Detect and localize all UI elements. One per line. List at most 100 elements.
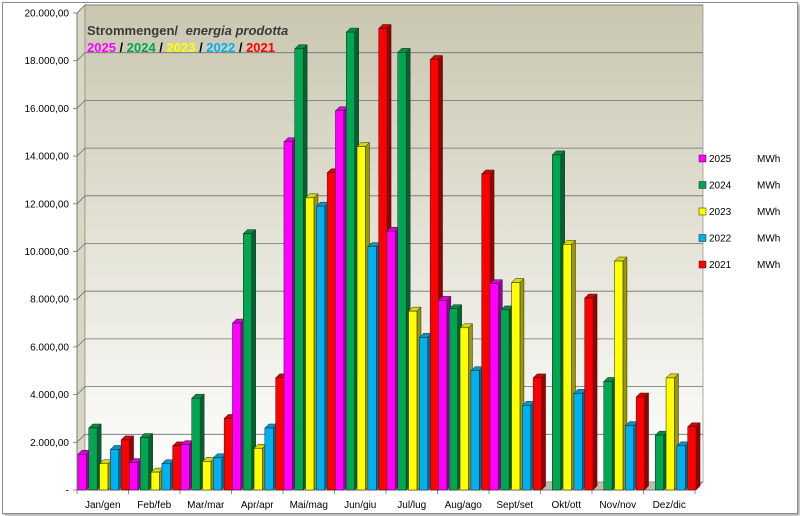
y-tick-label: 20.000,00 (25, 9, 70, 20)
bar-2024-Jun/giu (345, 27, 360, 491)
bar-2023-Jan/gen (98, 459, 113, 491)
bar-2024-Sept/set (500, 305, 514, 491)
y-tick-label: 4.000,00 (30, 390, 69, 401)
gridline (76, 195, 703, 205)
bar-2022-Mai/mag (315, 201, 330, 491)
legend-swatch (698, 207, 707, 216)
x-tick-label: Jun/giu (344, 500, 376, 511)
legend-swatch (698, 181, 707, 189)
bar-2023-Jul/lug (407, 306, 422, 491)
bar-2025-Sept/set (489, 279, 503, 491)
title-year-2024: 2024 (127, 40, 157, 55)
bar-2023-Sept/set (510, 277, 525, 491)
chart-title: Strommengen/ energia prodotta 2025 / 202… (87, 23, 288, 55)
legend-label: 2021 (709, 260, 732, 271)
bar-2023-Okt/ott (562, 239, 577, 491)
y-tick-label: 12.000,00 (25, 199, 70, 210)
bar-2025-Feb/feb (128, 457, 143, 491)
x-tick-label: Dez/dic (653, 500, 686, 511)
bar-2025-Jul/lug (386, 226, 400, 491)
y-tick-label: 10.000,00 (25, 247, 70, 258)
gridline (76, 52, 703, 61)
legend-unit: MWh (757, 207, 780, 218)
title-separator: / (156, 40, 167, 55)
y-tick-label: 14.000,00 (25, 152, 70, 163)
bar-2024-Jul/lug (397, 47, 411, 491)
x-tick-label: Jan/gen (85, 500, 121, 511)
legend-item-2022: 2022 MWh (698, 234, 780, 245)
bar-2022-Aug/ago (470, 366, 484, 491)
gridline (76, 4, 703, 14)
x-tick-label: Apr/apr (241, 500, 274, 511)
legend-unit: MWh (757, 181, 780, 192)
bar-2021-Dez/dic (687, 422, 701, 491)
title-main: Strommengen/ (87, 23, 178, 38)
legend-label: 2023 (709, 207, 732, 218)
bar-2024-Nov/nov (603, 376, 617, 491)
x-axis-ticks: Jan/gen Feb/feb Mar/mar Apr/apr Mai/mag Jun/g… (76, 489, 696, 511)
bar-2023-Dez/dic (665, 373, 680, 491)
bar-2021-Okt/ott (584, 293, 598, 491)
x-tick-label: Mai/mag (290, 500, 328, 511)
bar-2024-Aug/ago (448, 304, 463, 491)
title-year-2025: 2025 (87, 40, 116, 55)
bar-2022-Apr/apr (264, 423, 278, 491)
bar-2025-Aug/ago (437, 295, 452, 491)
bar-2025-Mai/mag (283, 137, 297, 491)
bar-2022-Sept/set (521, 400, 536, 491)
x-tick-label: Mar/mar (187, 500, 225, 511)
gridline (76, 243, 703, 252)
gridline (76, 147, 703, 157)
x-tick-label: Aug/ago (445, 500, 483, 511)
legend-item-2023: 2023 MWh (698, 207, 780, 218)
bar-2025-Jun/giu (334, 106, 349, 491)
y-tick-label: 8.000,00 (30, 295, 69, 306)
legend-item-2021: 2021 MWh (698, 260, 780, 271)
title-year-2023: 2023 (167, 40, 196, 55)
bar-2022-Okt/ott (573, 388, 587, 491)
bar-2024-Dez/dic (654, 430, 669, 491)
gridline (76, 100, 703, 109)
bar-2022-Jun/giu (367, 242, 381, 491)
y-tick-label: 16.000,00 (25, 104, 70, 115)
legend-item-2024: 2024 MWh (698, 181, 780, 192)
bar-2023-Feb/feb (150, 467, 165, 491)
title-italic: energia prodotta (186, 23, 289, 38)
title-text: Strommengen/ energia prodotta (87, 23, 288, 38)
bar-2022-Nov/nov (624, 421, 639, 491)
x-tick-label: Nov/nov (599, 500, 636, 511)
bar-2023-Apr/apr (253, 443, 268, 491)
legend-swatch (698, 260, 707, 269)
bar-2023-Mar/mar (201, 456, 216, 491)
bar-2023-Jun/giu (356, 141, 371, 491)
bar-2022-Mar/mar (212, 453, 227, 491)
bar-2024-Jan/gen (88, 423, 102, 491)
y-axis-ticks: - 2.000,00 4.000,00 6.000,00 8.000,00 10.000,… (25, 9, 78, 497)
bar-2024-Okt/ott (551, 150, 566, 491)
bar-2024-Apr/apr (242, 229, 257, 491)
x-tick-label: Sept/set (496, 500, 533, 511)
bar-2024-Feb/feb (139, 432, 154, 491)
bar-2023-Aug/ago (459, 323, 474, 491)
bar-2022-Jul/lug (418, 332, 433, 491)
bar-2025-Mar/mar (180, 440, 194, 491)
y-tick-label: 6.000,00 (30, 342, 69, 353)
legend-item-2025: 2025 MWh (698, 154, 780, 165)
bar-2023-Mai/mag (304, 193, 319, 491)
legend-label: 2022 (709, 234, 732, 245)
legend-swatch (698, 154, 707, 163)
x-tick-label: Jul/lug (397, 500, 426, 511)
y-tick-label: 2.000,00 (30, 438, 69, 449)
title-separator: / (116, 40, 127, 55)
legend-label: 2024 (709, 181, 732, 192)
bar-2025-Jan/gen (77, 449, 91, 491)
title-separator: / (195, 40, 206, 55)
y-tick-label: 18.000,00 (25, 56, 70, 67)
title-years: 2025 / 2024 / 2023 / 2022 / 2021 (87, 40, 275, 55)
title-year-2022: 2022 (206, 40, 235, 55)
y-tick-label: - (66, 486, 69, 497)
title-separator: / (235, 40, 246, 55)
legend-unit: MWh (757, 260, 780, 271)
legend-unit: MWh (757, 234, 780, 245)
